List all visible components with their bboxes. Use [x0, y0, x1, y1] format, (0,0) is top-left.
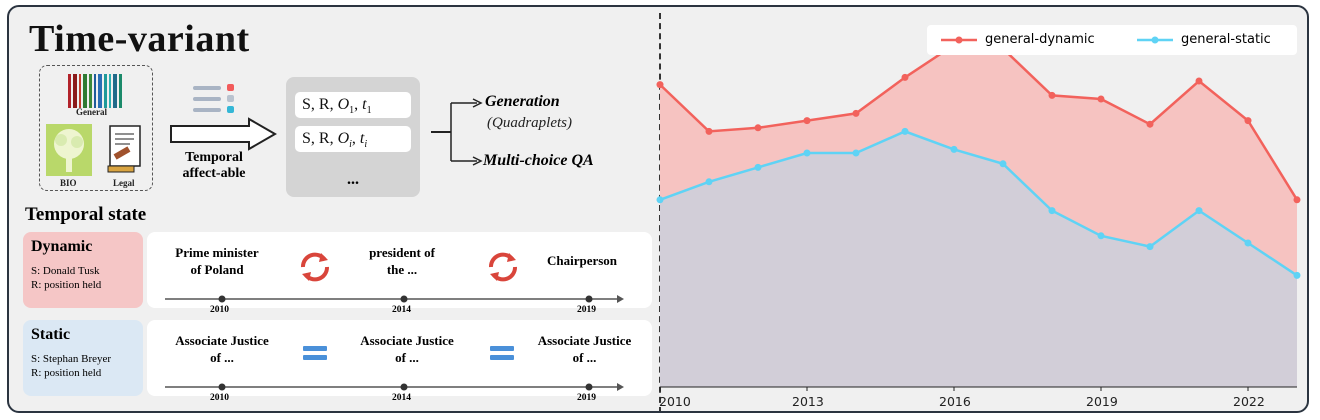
- static-event-3: Associate Justice of ...: [537, 333, 632, 365]
- generation-label: Generation: [485, 93, 560, 110]
- quadruplet-box: S, R, O1, t1 S, R, Oi, ti ...: [286, 77, 420, 197]
- dynamic-relation: R: position held: [31, 279, 102, 291]
- dynamic-event-2: president of the ...: [369, 245, 435, 277]
- dynamic-point: [705, 127, 713, 135]
- arrow-label: Temporal affect-able: [182, 150, 246, 181]
- dynamic-timeline: Prime minister of Poland president of th…: [147, 232, 652, 315]
- static-point: [1146, 243, 1154, 251]
- dynamic-point: [1048, 91, 1056, 99]
- dynamic-event-1: Prime minister of Poland: [175, 245, 259, 277]
- dynamic-point: [1146, 120, 1154, 128]
- equals-icon: [490, 346, 514, 360]
- page-title: Time-variant: [29, 18, 250, 60]
- legal-document-icon: [107, 125, 141, 173]
- legend-marker-dynamic: [941, 36, 977, 44]
- static-point: [803, 149, 811, 157]
- static-subject: S: Stephan Breyer: [31, 353, 112, 365]
- static-point: [950, 145, 958, 153]
- dynamic-card: Dynamic S: Donald Tusk R: position held: [23, 232, 143, 308]
- list-icon: [193, 84, 234, 113]
- static-event-1: Associate Justice of ...: [175, 333, 269, 365]
- x-tick-label: 2016: [939, 394, 971, 409]
- equals-icon: [303, 346, 327, 360]
- quadruplet-ellipsis: ...: [347, 171, 359, 188]
- x-tick-label: 2019: [1086, 394, 1118, 409]
- dynamic-point: [852, 109, 860, 117]
- static-point: [1195, 207, 1203, 215]
- right-arrow-icon: [170, 117, 278, 151]
- static-event-2: Associate Justice of ...: [360, 333, 454, 365]
- dynamic-year-3: 2019: [577, 305, 596, 315]
- static-label: Static: [31, 326, 71, 343]
- temporal-state-title: Temporal state: [25, 204, 147, 225]
- legend-label-static: general-static: [1181, 32, 1271, 47]
- general-label: General: [76, 107, 107, 117]
- legal-label: Legal: [113, 178, 135, 188]
- static-point: [754, 163, 762, 171]
- dynamic-year-2: 2014: [392, 305, 411, 315]
- quadruplet-i: S, R, Oi, ti: [295, 126, 411, 152]
- static-timeline: Associate Justice of ... Associate Justi…: [147, 320, 652, 403]
- static-point: [656, 196, 664, 204]
- static-point: [705, 178, 713, 186]
- static-point: [1048, 207, 1056, 215]
- dynamic-point: [1293, 196, 1301, 204]
- dynamic-event-3: Chairperson: [546, 253, 618, 268]
- figure-frame: Time-variant General BIO Legal: [7, 5, 1309, 413]
- static-point: [1244, 239, 1252, 247]
- static-year-2: 2014: [392, 393, 411, 403]
- tree-icon: [46, 124, 92, 176]
- dynamic-year-1: 2010: [210, 305, 229, 315]
- dynamic-point: [1244, 117, 1252, 125]
- static-area: [660, 131, 1297, 387]
- chart-legend: general-dynamic general-static: [927, 25, 1297, 55]
- dynamic-label: Dynamic: [31, 238, 93, 255]
- bio-label: BIO: [60, 178, 77, 188]
- static-year-1: 2010: [210, 393, 229, 403]
- dynamic-point: [901, 73, 909, 81]
- quadruplet-1: S, R, O1, t1: [295, 92, 411, 118]
- x-tick-label: 2013: [792, 394, 824, 409]
- timeline-axis: [165, 295, 624, 303]
- static-year-3: 2019: [577, 393, 596, 403]
- area-chart: [656, 41, 1301, 391]
- barcode-icon: [68, 74, 122, 108]
- dynamic-subject: S: Donald Tusk: [31, 265, 100, 277]
- dynamic-point: [1097, 95, 1105, 103]
- branch-arrow-icon: [431, 98, 483, 166]
- x-tick-label: 2010: [659, 394, 691, 409]
- legend-marker-static: [1137, 36, 1173, 44]
- static-point: [852, 149, 860, 157]
- change-cycle-icon: [300, 252, 330, 282]
- timeline-axis: [165, 383, 624, 391]
- static-point: [1097, 232, 1105, 240]
- static-line: [659, 130, 1298, 277]
- dynamic-point: [1195, 77, 1203, 85]
- x-tick-label: 2022: [1233, 394, 1265, 409]
- static-card: Static S: Stephan Breyer R: position hel…: [23, 320, 143, 396]
- static-relation: R: position held: [31, 367, 102, 379]
- static-point: [901, 127, 909, 135]
- domain-box: General BIO Legal: [39, 65, 153, 191]
- static-point: [1293, 271, 1301, 279]
- legend-label-dynamic: general-dynamic: [985, 32, 1095, 47]
- dynamic-point: [656, 81, 664, 89]
- generation-sublabel: (Quadraplets): [487, 115, 572, 131]
- dynamic-point: [803, 117, 811, 125]
- change-cycle-icon: [488, 252, 518, 282]
- dynamic-point: [754, 124, 762, 132]
- qa-label: Multi-choice QA: [483, 152, 594, 169]
- static-point: [999, 160, 1007, 168]
